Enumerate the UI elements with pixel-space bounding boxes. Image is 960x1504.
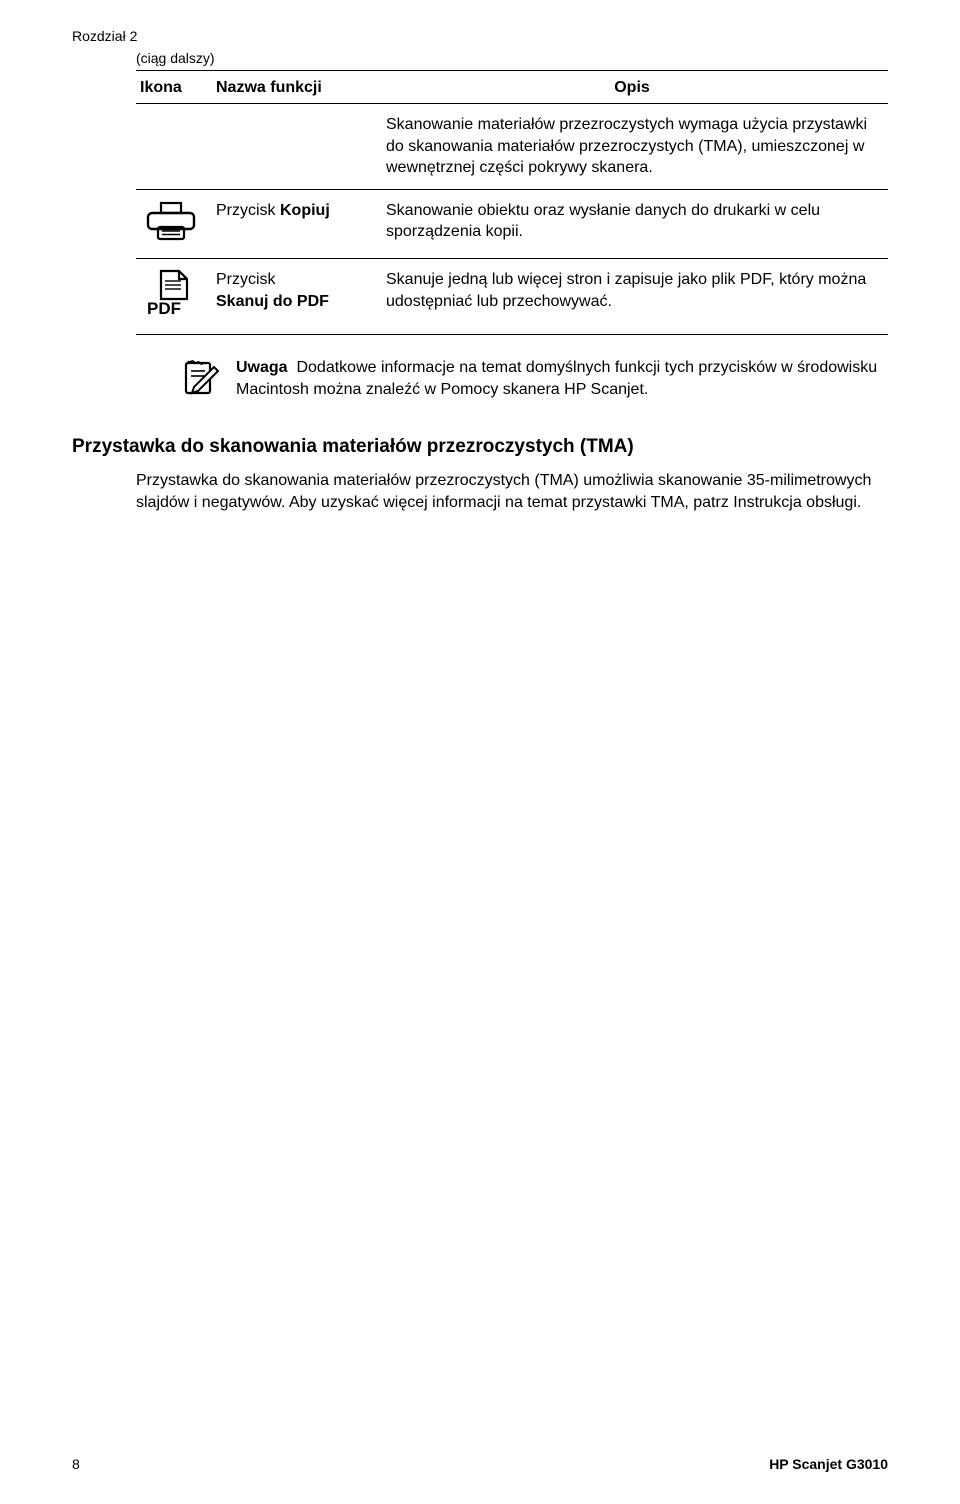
name-cell: Przycisk Kopiuj [212, 189, 382, 259]
desc-cell: Skanowanie obiektu oraz wysłanie danych … [382, 189, 888, 259]
note-icon [180, 357, 220, 402]
section-body: Przystawka do skanowania materiałów prze… [136, 470, 888, 513]
note-block: Uwaga Dodatkowe informacje na temat domy… [180, 357, 888, 402]
svg-text:PDF: PDF [147, 299, 181, 317]
col-desc: Opis [382, 71, 888, 104]
name-cell: Przycisk Skanuj do PDF [212, 259, 382, 335]
icon-cell: PDF [136, 259, 212, 335]
table-row: PDF Przycisk Skanuj do PDF Skanuje jedną… [136, 259, 888, 335]
section-title: Przystawka do skanowania materiałów prze… [72, 436, 888, 458]
name-prefix: Przycisk [216, 202, 280, 219]
product-name: HP Scanjet G3010 [769, 1456, 888, 1472]
table-row: Skanowanie materiałów przezroczystych wy… [136, 104, 888, 190]
name-bold: Kopiuj [280, 202, 330, 219]
note-label: Uwaga [236, 359, 288, 376]
note-text: Uwaga Dodatkowe informacje na temat domy… [236, 357, 888, 400]
desc-cell: Skanowanie materiałów przezroczystych wy… [382, 104, 888, 190]
continued-label: (ciąg dalszy) [136, 50, 888, 66]
col-icon: Ikona [136, 71, 212, 104]
function-table: Ikona Nazwa funkcji Opis Skanowanie mate… [136, 70, 888, 335]
printer-icon [146, 200, 196, 242]
pdf-icon: PDF [145, 269, 197, 317]
icon-cell [136, 189, 212, 259]
icon-cell-empty [136, 104, 212, 190]
table-header-row: Ikona Nazwa funkcji Opis [136, 71, 888, 104]
col-name: Nazwa funkcji [212, 71, 382, 104]
note-body: Dodatkowe informacje na temat domyślnych… [236, 359, 877, 398]
page-number: 8 [72, 1456, 80, 1472]
name-cell [212, 104, 382, 190]
page-footer: 8 HP Scanjet G3010 [72, 1456, 888, 1472]
name-line2: Skanuj do PDF [216, 293, 329, 310]
chapter-label: Rozdział 2 [72, 28, 888, 44]
table-row: Przycisk Kopiuj Skanowanie obiektu oraz … [136, 189, 888, 259]
name-line1: Przycisk [216, 271, 276, 288]
desc-cell: Skanuje jedną lub więcej stron i zapisuj… [382, 259, 888, 335]
